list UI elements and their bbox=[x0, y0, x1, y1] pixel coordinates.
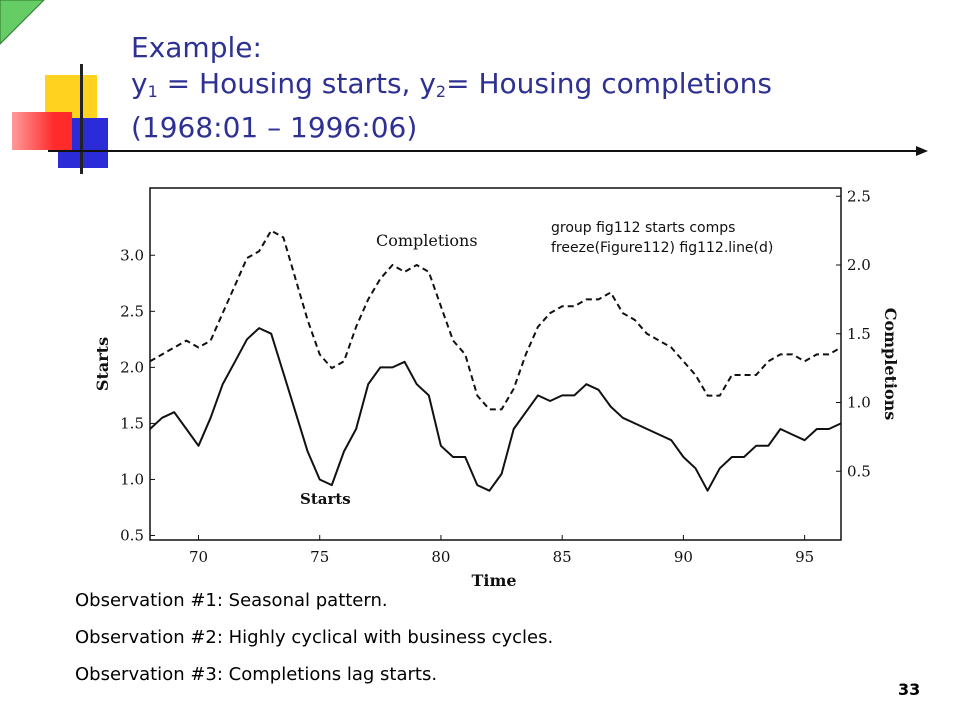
y-axis-label-right: Completions bbox=[881, 308, 900, 421]
horizontal-rule-arrow bbox=[48, 146, 928, 156]
left-tick-label: 2.5 bbox=[120, 302, 144, 320]
red-square-decoration bbox=[12, 112, 72, 150]
x-tick-label: 85 bbox=[553, 548, 572, 566]
title-line-3: (1968:01 – 1996:06) bbox=[131, 111, 418, 144]
code-note-line-2: freeze(Figure112) fig112.line(d) bbox=[551, 240, 774, 256]
title-line-2: y1 = Housing starts, y2= Housing complet… bbox=[131, 66, 772, 110]
completions-annotation: Completions bbox=[376, 231, 478, 250]
plot-frame bbox=[149, 187, 842, 541]
right-tick-label: 0.5 bbox=[847, 462, 871, 480]
observation-1: Observation #1: Seasonal pattern. bbox=[75, 590, 388, 611]
right-tick-label: 1.5 bbox=[847, 325, 871, 343]
x-tick-label: 95 bbox=[795, 548, 814, 566]
title-starts-text: = Housing starts, y bbox=[157, 67, 436, 100]
x-tick-label: 70 bbox=[189, 548, 208, 566]
title-sub-1: 1 bbox=[147, 82, 158, 101]
x-tick-label: 90 bbox=[674, 548, 693, 566]
x-tick-label: 80 bbox=[431, 548, 450, 566]
title-completions-text: = Housing completions bbox=[446, 67, 772, 100]
x-tick-label: 75 bbox=[310, 548, 329, 566]
completions-line bbox=[149, 229, 842, 411]
right-tick-label: 2.5 bbox=[847, 187, 871, 205]
observation-3: Observation #3: Completions lag starts. bbox=[75, 664, 438, 685]
starts-annotation: Starts bbox=[300, 490, 351, 508]
left-tick-label: 1.5 bbox=[120, 414, 144, 432]
title-line-1: Example: bbox=[131, 31, 262, 64]
x-axis-label: Time bbox=[471, 571, 516, 590]
starts-line bbox=[149, 327, 842, 492]
corner-triangle-decoration bbox=[0, 0, 45, 45]
title-y-var: y bbox=[131, 67, 148, 100]
left-tick-label: 3.0 bbox=[120, 246, 144, 264]
left-tick-label: 1.0 bbox=[120, 470, 144, 488]
housing-chart: 0.5 1.0 1.5 2.0 2.5 3.0 0.5 1.0 1.5 2.0 2.5 70 75 8… bbox=[93, 187, 900, 590]
slide-title: Example: y1 = Housing starts, y2= Housin… bbox=[131, 30, 772, 146]
right-tick-label: 1.0 bbox=[847, 394, 871, 412]
left-tick-label: 2.0 bbox=[120, 358, 144, 376]
right-tick-label: 2.0 bbox=[847, 256, 871, 274]
observation-2: Observation #2: Highly cyclical with bus… bbox=[75, 627, 554, 648]
title-sub-2: 2 bbox=[435, 82, 447, 101]
vertical-rule-decoration bbox=[80, 64, 83, 174]
y-axis-label-left: Starts bbox=[93, 337, 112, 391]
code-note: group fig112 starts comps freeze(Figure1… bbox=[551, 218, 773, 258]
left-tick-label: 0.5 bbox=[120, 527, 144, 545]
page-number: 33 bbox=[898, 680, 921, 699]
code-note-line-1: group fig112 starts comps bbox=[551, 220, 736, 236]
